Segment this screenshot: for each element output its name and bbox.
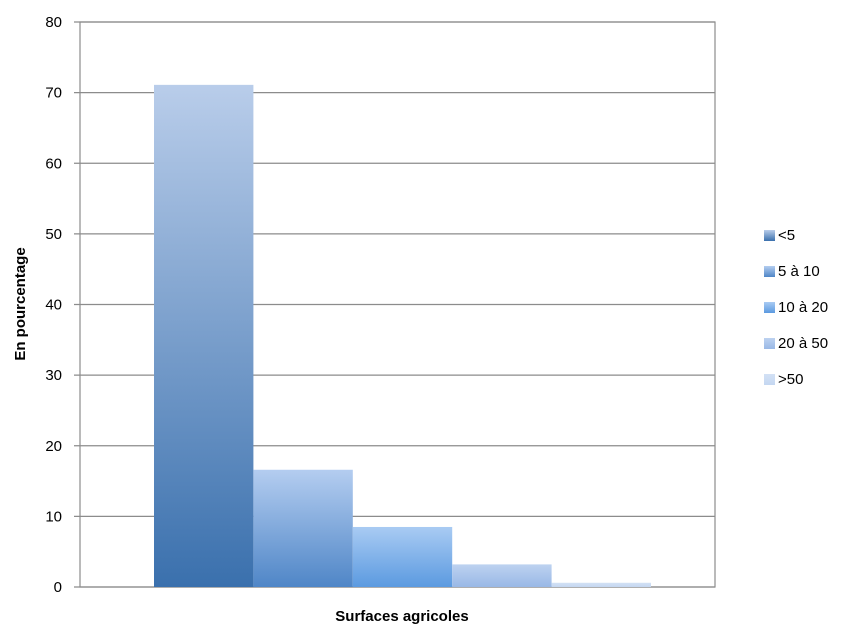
y-tick-label: 50 [45,226,62,243]
y-tick-label: 0 [54,579,62,596]
bars [154,84,651,587]
y-tick-label: 80 [45,14,62,31]
legend-swatch [764,337,775,349]
legend-item: 5 à 10 [764,258,828,284]
y-tick-label: 20 [45,438,62,455]
y-tick-label: 40 [45,297,62,314]
bar-1 [253,469,353,587]
y-tick-label: 60 [45,155,62,172]
legend-item: >50 [764,366,828,392]
bar-0 [154,84,254,587]
legend-swatch [764,301,775,313]
legend-item: 20 à 50 [764,330,828,356]
legend-label: <5 [778,226,796,244]
legend-label: 20 à 50 [778,334,829,352]
y-tick-label: 30 [45,367,62,384]
legend: <5 5 à 10 10 à 20 20 à 50 >50 [764,222,828,402]
x-axis-label: Surfaces agricoles [335,608,468,625]
y-tick-labels: 0 10 20 30 40 50 60 70 80 [45,14,62,596]
legend-item: 10 à 20 [764,294,828,320]
legend-swatch [764,229,775,241]
bar-4 [551,582,651,587]
y-axis-label: En pourcentage [12,247,29,360]
legend-item: <5 [764,222,828,248]
y-tick-label: 70 [45,85,62,102]
legend-label: 5 à 10 [778,262,820,280]
y-tick-label: 10 [45,508,62,525]
legend-swatch [764,373,775,385]
legend-swatch [764,265,775,277]
legend-label: >50 [778,370,804,388]
legend-label: 10 à 20 [778,298,829,316]
bar-2 [352,526,453,587]
bar-3 [452,564,552,587]
